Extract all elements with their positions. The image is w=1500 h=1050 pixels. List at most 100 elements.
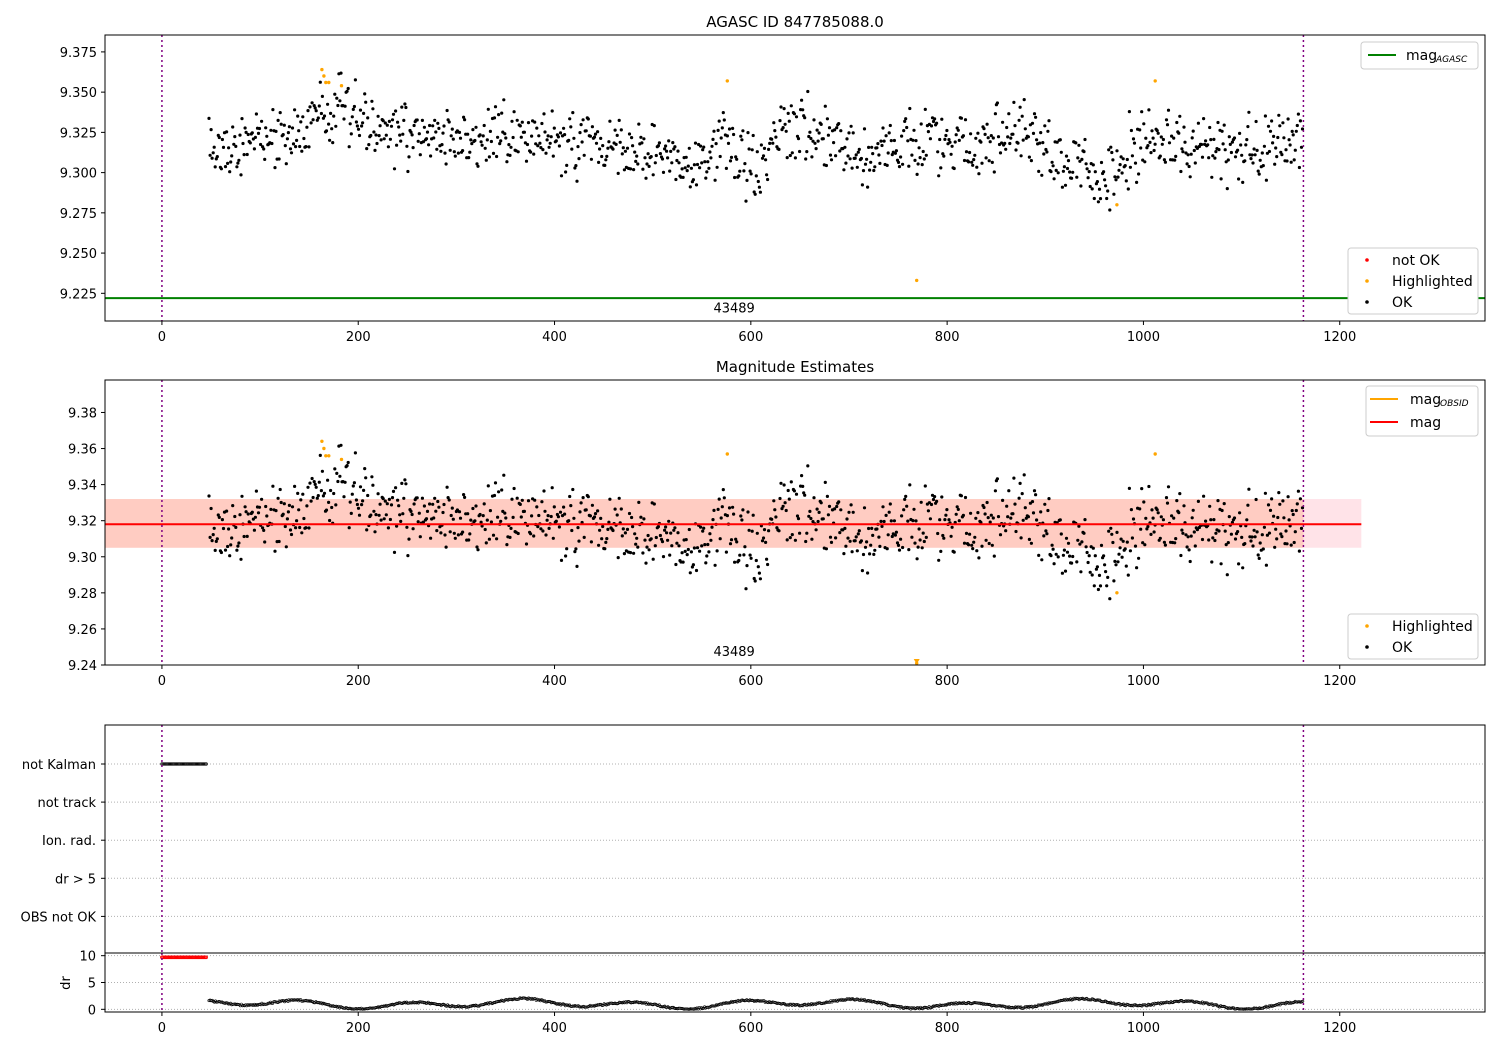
ok-point [230,536,234,540]
ok-point [823,480,827,484]
ok-point [1070,561,1074,565]
ok-point [407,537,411,541]
ok-point [1196,499,1200,503]
ok-point [354,498,358,502]
ok-point [284,545,288,549]
ok-point [748,553,752,557]
ok-point [480,143,484,147]
dr-point [712,1004,716,1008]
ok-point [1031,511,1036,515]
ok-point [1164,496,1169,500]
ok-point [833,507,837,511]
ok-point [422,504,426,508]
x-tick-label: 600 [738,330,763,345]
ok-point [856,532,860,536]
ok-point [543,130,547,134]
ok-point [600,154,604,159]
not-kalman-point [173,762,177,766]
ok-point [751,133,755,138]
ok-point [580,140,584,144]
ok-point [1162,158,1166,162]
ok-point [663,147,667,151]
ok-point [698,166,702,170]
ok-point [510,119,514,123]
ok-point [1278,124,1282,128]
ok-point [1128,549,1132,553]
ok-point [283,144,287,148]
ok-point [826,133,831,137]
ok-point [1021,138,1025,142]
ok-point [1285,542,1289,546]
ok-point [771,141,775,145]
ok-point [639,135,643,139]
ok-point [1078,159,1082,163]
ok-point [1022,473,1026,477]
ok-point [646,533,650,538]
ok-point [866,571,870,575]
ok-point [761,154,766,158]
ok-point [903,119,907,123]
ok-point [728,159,733,163]
ok-point [335,96,339,100]
ok-point [1149,151,1153,155]
ok-point [313,482,317,486]
ok-point [702,526,706,530]
ok-point [524,159,529,163]
ok-point [220,137,224,142]
ok-point [355,502,359,507]
ok-point [894,530,899,534]
ok-point [1226,541,1230,545]
ok-point [683,166,687,170]
x-tick-label: 400 [542,1021,567,1036]
legend-label: OK [1392,295,1413,311]
ok-point [339,71,343,75]
ok-point [611,528,615,533]
ok-point [1184,533,1188,537]
ok-point [364,476,368,480]
ok-point [1256,553,1260,557]
ok-point [1189,152,1193,156]
ok-point [333,92,337,96]
ok-point [1009,516,1013,520]
ok-point [885,547,889,551]
ok-point [225,509,229,513]
ok-point [333,467,337,471]
ok-point [227,146,231,150]
ok-point [770,137,774,141]
ok-point [988,520,992,524]
ok-point [1103,178,1107,182]
ok-point [484,541,488,545]
ok-point [1270,497,1274,501]
ok-point [416,520,420,524]
ok-point [239,557,243,561]
ok-point [606,527,610,532]
ok-point [1124,179,1128,183]
ok-point [1007,489,1011,493]
not-kalman-point [204,762,208,766]
ok-point [599,516,603,521]
ok-point [274,509,278,513]
ok-point [670,544,674,548]
ok-point [355,124,359,128]
ok-point [907,164,911,168]
ok-point [899,155,903,159]
ok-point [547,145,551,149]
ok-point [888,502,892,506]
ok-point [738,169,742,173]
ok-point [1056,171,1060,175]
ok-point [1185,162,1189,166]
ok-point [889,519,893,523]
ok-point [403,102,407,106]
ok-point [613,128,617,132]
ok-point [1020,492,1024,496]
ok-point [457,130,462,134]
ok-point [755,150,759,154]
not-kalman-point [193,762,197,766]
ok-point [734,537,738,541]
ok-point [519,515,523,519]
ok-point [1267,149,1272,154]
y-tick-label: 9.24 [68,659,97,674]
dr-point [896,1004,900,1008]
y-tick-label: 9.30 [68,551,97,566]
ok-point [954,133,958,137]
